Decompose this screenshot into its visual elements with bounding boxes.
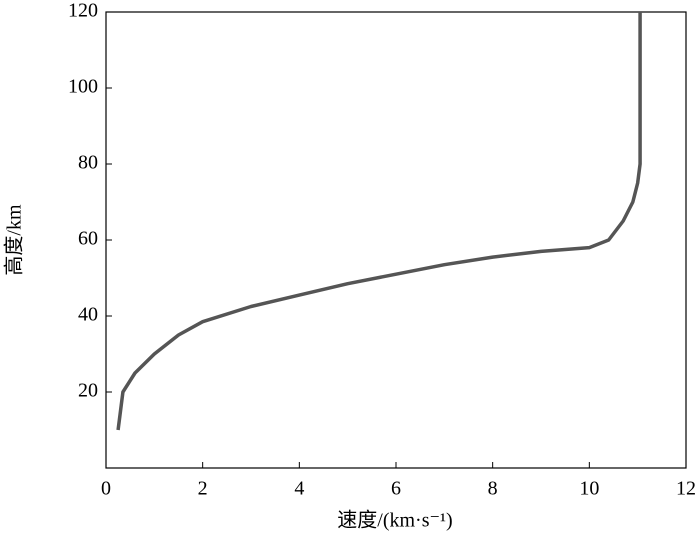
plot-frame	[105, 11, 687, 469]
x-tick-label: 6	[391, 478, 401, 500]
y-tick-label: 120	[68, 0, 98, 22]
x-tick-label: 0	[101, 478, 111, 500]
x-axis-label: 速度/(km·s⁻¹)	[337, 509, 452, 532]
x-tick-label: 10	[579, 478, 599, 500]
y-tick-label: 40	[78, 304, 98, 326]
y-tick-label: 20	[78, 380, 98, 402]
y-tick-label: 100	[68, 76, 98, 98]
x-tick-label: 12	[676, 478, 696, 500]
y-axis-label: 高度/km	[3, 204, 26, 276]
x-tick-label: 8	[488, 478, 498, 500]
x-tick-label: 4	[294, 478, 304, 500]
data-line	[116, 12, 642, 431]
y-tick-label: 80	[78, 152, 98, 174]
x-tick-label: 2	[198, 478, 208, 500]
y-tick-label: 60	[78, 228, 98, 250]
